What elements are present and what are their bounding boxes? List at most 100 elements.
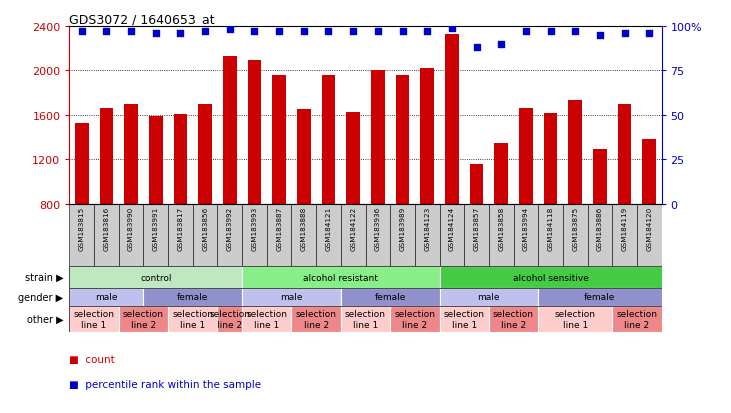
Bar	[439, 267, 662, 288]
Text: selection
line 1: selection line 1	[444, 309, 485, 329]
Text: GSM183875: GSM183875	[572, 206, 578, 251]
Text: selection
line 1: selection line 1	[555, 309, 596, 329]
Bar	[612, 204, 637, 267]
Text: female: female	[374, 292, 406, 301]
Bar	[341, 204, 366, 267]
Bar	[415, 204, 439, 267]
Bar	[143, 204, 168, 267]
Bar	[544, 114, 557, 204]
Text: alcohol sensitive: alcohol sensitive	[512, 273, 588, 282]
Bar	[223, 57, 237, 204]
Bar	[168, 306, 218, 332]
Bar	[494, 143, 508, 204]
Bar	[371, 71, 385, 204]
Bar	[124, 104, 138, 204]
Bar	[470, 164, 483, 204]
Bar	[174, 114, 187, 204]
Bar	[588, 204, 612, 267]
Bar	[489, 306, 538, 332]
Bar	[143, 288, 242, 306]
Bar	[563, 204, 588, 267]
Text: selection
line 2: selection line 2	[295, 309, 337, 329]
Text: strain ▶: strain ▶	[25, 273, 64, 282]
Bar	[149, 117, 162, 204]
Text: GSM183991: GSM183991	[153, 206, 159, 251]
Text: GSM183989: GSM183989	[400, 206, 406, 251]
Point	[496, 41, 507, 48]
Text: ■  count: ■ count	[69, 354, 115, 364]
Bar	[75, 123, 88, 204]
Text: other ▶: other ▶	[27, 314, 64, 324]
Text: ■  percentile rank within the sample: ■ percentile rank within the sample	[69, 379, 262, 389]
Text: GSM183994: GSM183994	[523, 206, 529, 251]
Bar	[119, 204, 143, 267]
Bar	[538, 204, 563, 267]
Bar	[593, 150, 607, 204]
Bar	[395, 76, 409, 204]
Bar	[273, 76, 286, 204]
Text: GSM184124: GSM184124	[449, 206, 455, 251]
Bar	[346, 112, 360, 204]
Point	[594, 33, 606, 39]
Bar	[445, 35, 458, 204]
Bar	[218, 306, 242, 332]
Bar	[390, 306, 439, 332]
Point	[618, 31, 630, 37]
Point	[643, 31, 655, 37]
Text: GSM183992: GSM183992	[227, 206, 232, 251]
Point	[200, 29, 211, 36]
Text: selection
line 1: selection line 1	[345, 309, 386, 329]
Bar	[612, 306, 662, 332]
Text: selection
line 2: selection line 2	[209, 309, 250, 329]
Point	[471, 45, 482, 52]
Text: GSM184122: GSM184122	[350, 206, 356, 251]
Point	[347, 29, 359, 36]
Text: GSM183817: GSM183817	[178, 206, 183, 251]
Bar	[69, 306, 119, 332]
Text: control: control	[140, 273, 172, 282]
Bar	[439, 306, 489, 332]
Bar	[292, 306, 341, 332]
Text: GSM184123: GSM184123	[424, 206, 430, 251]
Bar	[519, 109, 533, 204]
Text: GSM184120: GSM184120	[646, 206, 652, 251]
Bar	[464, 204, 489, 267]
Bar	[643, 140, 656, 204]
Text: GDS3072 / 1640653_at: GDS3072 / 1640653_at	[69, 13, 215, 26]
Bar	[242, 267, 439, 288]
Bar	[218, 204, 242, 267]
Text: male: male	[477, 292, 500, 301]
Text: gender ▶: gender ▶	[18, 292, 64, 302]
Bar	[439, 288, 538, 306]
Text: male: male	[95, 292, 118, 301]
Text: GSM183936: GSM183936	[375, 206, 381, 251]
Bar	[637, 204, 662, 267]
Text: selection
line 1: selection line 1	[246, 309, 287, 329]
Text: alcohol resistant: alcohol resistant	[303, 273, 378, 282]
Bar	[538, 306, 612, 332]
Bar	[538, 288, 662, 306]
Point	[322, 29, 334, 36]
Bar	[242, 306, 292, 332]
Point	[446, 25, 458, 32]
Text: selection
line 2: selection line 2	[394, 309, 436, 329]
Text: selection
line 1: selection line 1	[173, 309, 213, 329]
Bar	[292, 204, 317, 267]
Text: GSM183886: GSM183886	[597, 206, 603, 251]
Bar	[267, 204, 292, 267]
Text: GSM183858: GSM183858	[499, 206, 504, 251]
Point	[249, 29, 260, 36]
Point	[421, 29, 433, 36]
Text: GSM183887: GSM183887	[276, 206, 282, 251]
Point	[298, 29, 310, 36]
Bar	[420, 69, 434, 204]
Text: GSM183816: GSM183816	[104, 206, 110, 251]
Point	[101, 29, 113, 36]
Text: GSM183993: GSM183993	[251, 206, 257, 251]
Bar	[489, 204, 513, 267]
Text: GSM183815: GSM183815	[79, 206, 85, 251]
Bar	[119, 306, 168, 332]
Text: selection
line 2: selection line 2	[616, 309, 657, 329]
Bar	[168, 204, 193, 267]
Point	[545, 29, 556, 36]
